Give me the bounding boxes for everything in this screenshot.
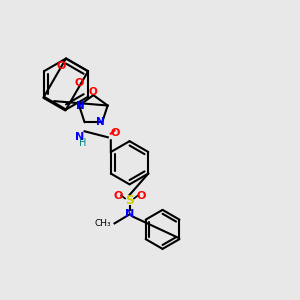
- Text: N: N: [75, 132, 85, 142]
- Text: CH₃: CH₃: [94, 219, 111, 228]
- Text: O: O: [136, 191, 146, 201]
- Text: S: S: [125, 194, 134, 207]
- Text: N: N: [96, 117, 105, 127]
- Text: H: H: [80, 138, 87, 148]
- Text: O: O: [74, 78, 84, 88]
- Text: O: O: [113, 191, 123, 201]
- Text: O: O: [89, 86, 98, 97]
- Text: O: O: [111, 128, 120, 138]
- Text: O: O: [57, 61, 66, 71]
- Text: N: N: [76, 100, 85, 110]
- Text: N: N: [125, 209, 134, 219]
